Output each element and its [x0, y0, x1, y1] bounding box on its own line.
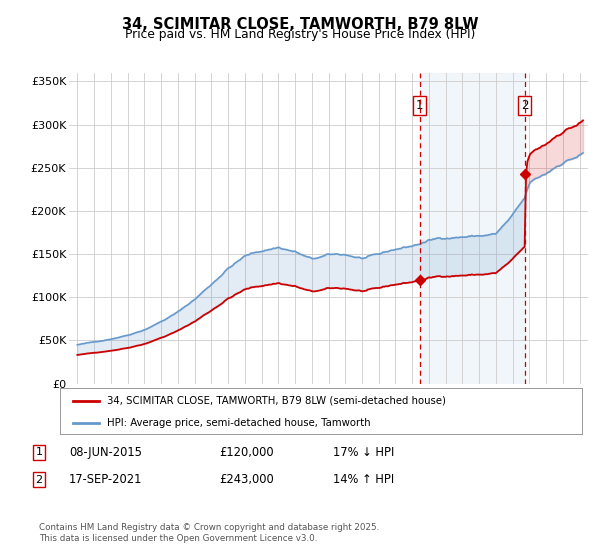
- Text: 08-JUN-2015: 08-JUN-2015: [69, 446, 142, 459]
- Text: Contains HM Land Registry data © Crown copyright and database right 2025.
This d: Contains HM Land Registry data © Crown c…: [39, 524, 379, 543]
- Text: 1: 1: [35, 447, 43, 458]
- Text: Price paid vs. HM Land Registry's House Price Index (HPI): Price paid vs. HM Land Registry's House …: [125, 28, 475, 41]
- Text: 34, SCIMITAR CLOSE, TAMWORTH, B79 8LW (semi-detached house): 34, SCIMITAR CLOSE, TAMWORTH, B79 8LW (s…: [107, 396, 446, 406]
- Text: £243,000: £243,000: [219, 473, 274, 487]
- Text: 2: 2: [35, 475, 43, 485]
- Text: 14% ↑ HPI: 14% ↑ HPI: [333, 473, 394, 487]
- Text: 2: 2: [521, 99, 529, 112]
- Text: 17-SEP-2021: 17-SEP-2021: [69, 473, 142, 487]
- Text: HPI: Average price, semi-detached house, Tamworth: HPI: Average price, semi-detached house,…: [107, 418, 371, 427]
- Text: 34, SCIMITAR CLOSE, TAMWORTH, B79 8LW: 34, SCIMITAR CLOSE, TAMWORTH, B79 8LW: [122, 17, 478, 31]
- Text: 1: 1: [416, 99, 424, 112]
- Text: £120,000: £120,000: [219, 446, 274, 459]
- Bar: [419, 73, 525, 384]
- Text: 17% ↓ HPI: 17% ↓ HPI: [333, 446, 394, 459]
